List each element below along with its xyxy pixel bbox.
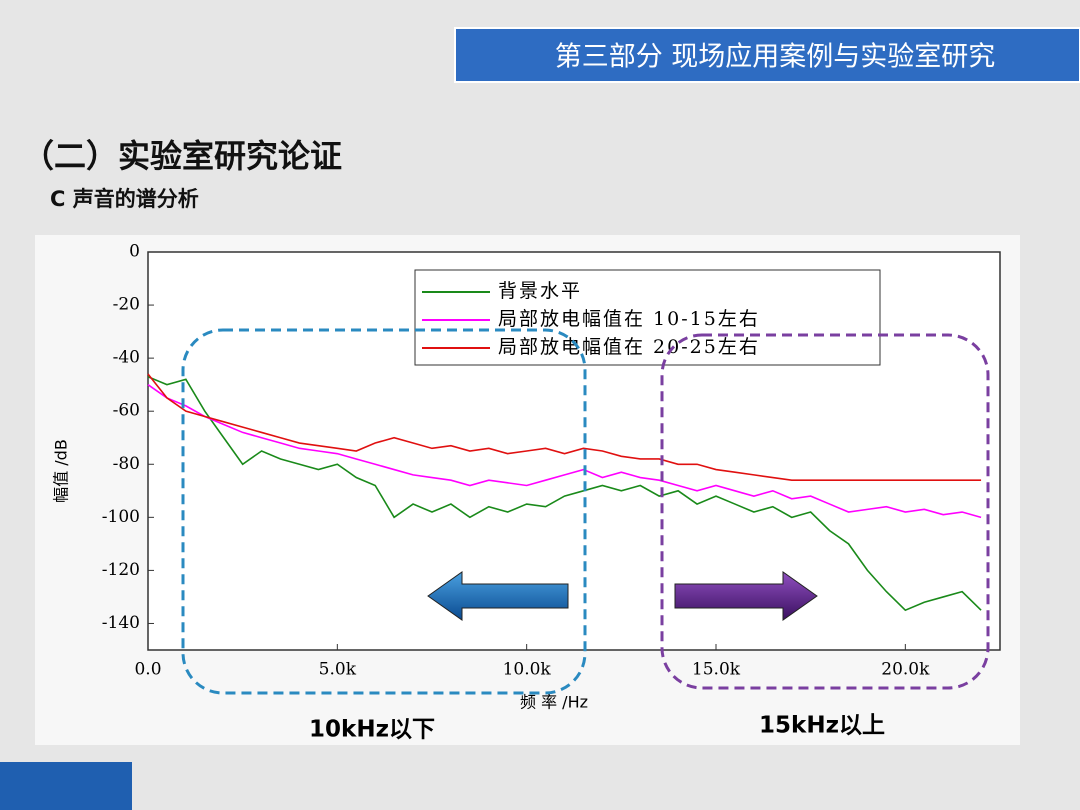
y-tick-label: -80: [113, 454, 140, 474]
highlight-box: [181, 328, 587, 695]
header-title: 第三部分 现场应用案例与实验室研究: [555, 42, 996, 73]
header-bar: [454, 27, 1080, 83]
legend-label: 局部放电幅值在 20-25左右: [498, 336, 760, 358]
y-tick-label: -100: [102, 507, 140, 527]
y-axis-label: 幅值 /dB: [52, 439, 71, 503]
series-line: [147, 373, 982, 481]
series-line: [147, 375, 982, 612]
y-tick-label: -40: [113, 348, 140, 368]
y-tick-label: -20: [113, 295, 140, 315]
subtitle: C 声音的谱分析: [50, 187, 199, 211]
x-tick-label: 10.0k: [503, 660, 552, 680]
annotation: 15kHz以上: [759, 713, 885, 739]
x-tick-label: 0.0: [134, 660, 161, 680]
x-tick-label: 20.0k: [881, 660, 930, 680]
x-axis-label: 频 率 /Hz: [520, 693, 588, 712]
legend-box: [414, 269, 881, 366]
y-tick-label: -120: [102, 560, 140, 580]
corner-block: [0, 762, 132, 810]
legend-label: 背景水平: [498, 280, 582, 302]
series-line: [147, 384, 982, 519]
y-tick-label: 0: [129, 242, 140, 262]
legend-label: 局部放电幅值在 10-15左右: [498, 308, 760, 330]
arrow-right: [674, 571, 818, 621]
y-tick-label: -140: [102, 613, 140, 633]
annotation: 10kHz以下: [309, 717, 435, 743]
x-tick-label: 5.0k: [319, 660, 357, 680]
section-title: （二）实验室研究论证: [22, 137, 342, 175]
arrow-left: [427, 571, 569, 621]
y-tick-label: -60: [113, 401, 140, 421]
highlight-box: [660, 333, 990, 690]
x-tick-label: 15.0k: [692, 660, 741, 680]
